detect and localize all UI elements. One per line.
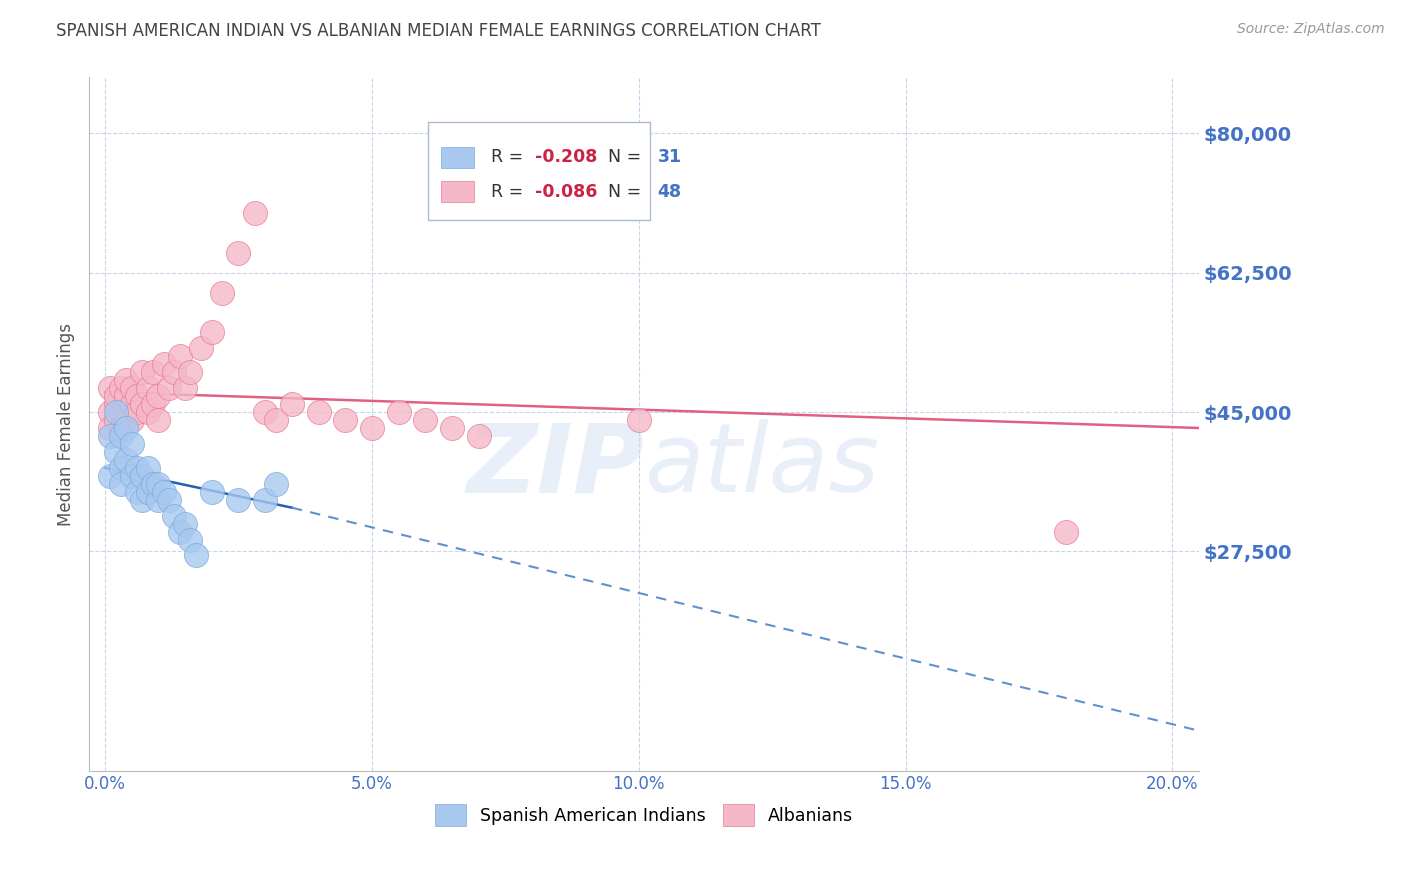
Point: [136, 405, 159, 419]
Point: [254, 405, 277, 419]
Point: [121, 468, 143, 483]
Point: [387, 405, 409, 419]
Point: [131, 492, 153, 507]
Point: [127, 460, 149, 475]
FancyBboxPatch shape: [441, 181, 474, 202]
Point: [157, 492, 180, 507]
Point: [104, 413, 127, 427]
Point: [121, 397, 143, 411]
FancyBboxPatch shape: [427, 122, 650, 219]
Point: [243, 206, 266, 220]
Point: [467, 429, 489, 443]
FancyBboxPatch shape: [441, 147, 474, 168]
Point: [440, 421, 463, 435]
Point: [169, 524, 191, 539]
Point: [127, 405, 149, 419]
Point: [169, 349, 191, 363]
Point: [110, 381, 132, 395]
Text: R =: R =: [491, 148, 529, 166]
Point: [152, 484, 174, 499]
Point: [131, 468, 153, 483]
Point: [163, 365, 186, 379]
Text: Source: ZipAtlas.com: Source: ZipAtlas.com: [1237, 22, 1385, 37]
Point: [184, 549, 207, 563]
Point: [131, 365, 153, 379]
Point: [136, 484, 159, 499]
Point: [104, 389, 127, 403]
Text: -0.086: -0.086: [536, 183, 598, 201]
Point: [115, 413, 138, 427]
Text: SPANISH AMERICAN INDIAN VS ALBANIAN MEDIAN FEMALE EARNINGS CORRELATION CHART: SPANISH AMERICAN INDIAN VS ALBANIAN MEDI…: [56, 22, 821, 40]
Point: [211, 285, 233, 300]
Point: [1054, 524, 1077, 539]
Point: [228, 245, 250, 260]
Point: [104, 397, 127, 411]
Point: [100, 468, 122, 483]
Point: [100, 421, 122, 435]
Point: [104, 405, 127, 419]
Point: [174, 381, 197, 395]
Point: [281, 397, 304, 411]
Text: -0.208: -0.208: [536, 148, 598, 166]
Text: 48: 48: [658, 183, 682, 201]
Legend: Spanish American Indians, Albanians: Spanish American Indians, Albanians: [427, 797, 860, 833]
Point: [228, 492, 250, 507]
Point: [115, 453, 138, 467]
Point: [110, 421, 132, 435]
Point: [148, 389, 170, 403]
Point: [627, 413, 650, 427]
Point: [179, 533, 201, 547]
Point: [121, 437, 143, 451]
Y-axis label: Median Female Earnings: Median Female Earnings: [58, 323, 75, 525]
Point: [115, 389, 138, 403]
Text: N =: N =: [598, 183, 647, 201]
Point: [148, 476, 170, 491]
Point: [100, 429, 122, 443]
Point: [121, 413, 143, 427]
Point: [254, 492, 277, 507]
Point: [264, 413, 287, 427]
Point: [308, 405, 330, 419]
Point: [110, 429, 132, 443]
Point: [115, 421, 138, 435]
Point: [264, 476, 287, 491]
Point: [361, 421, 384, 435]
Point: [174, 516, 197, 531]
Point: [110, 460, 132, 475]
Point: [104, 445, 127, 459]
Point: [136, 460, 159, 475]
Point: [201, 484, 224, 499]
Point: [190, 341, 212, 355]
Point: [110, 405, 132, 419]
Text: atlas: atlas: [644, 419, 879, 512]
Point: [142, 476, 165, 491]
Point: [179, 365, 201, 379]
Point: [335, 413, 357, 427]
Point: [157, 381, 180, 395]
Point: [163, 508, 186, 523]
Point: [152, 357, 174, 371]
Point: [201, 326, 224, 340]
Point: [127, 484, 149, 499]
Text: 31: 31: [658, 148, 682, 166]
Point: [100, 381, 122, 395]
Point: [142, 365, 165, 379]
Point: [148, 413, 170, 427]
Point: [110, 476, 132, 491]
Point: [413, 413, 436, 427]
Point: [148, 492, 170, 507]
Text: R =: R =: [491, 183, 529, 201]
Point: [127, 389, 149, 403]
Point: [136, 381, 159, 395]
Text: N =: N =: [598, 148, 647, 166]
Point: [142, 397, 165, 411]
Text: ZIP: ZIP: [467, 419, 644, 512]
Point: [115, 373, 138, 387]
Point: [121, 381, 143, 395]
Point: [100, 405, 122, 419]
Point: [131, 397, 153, 411]
